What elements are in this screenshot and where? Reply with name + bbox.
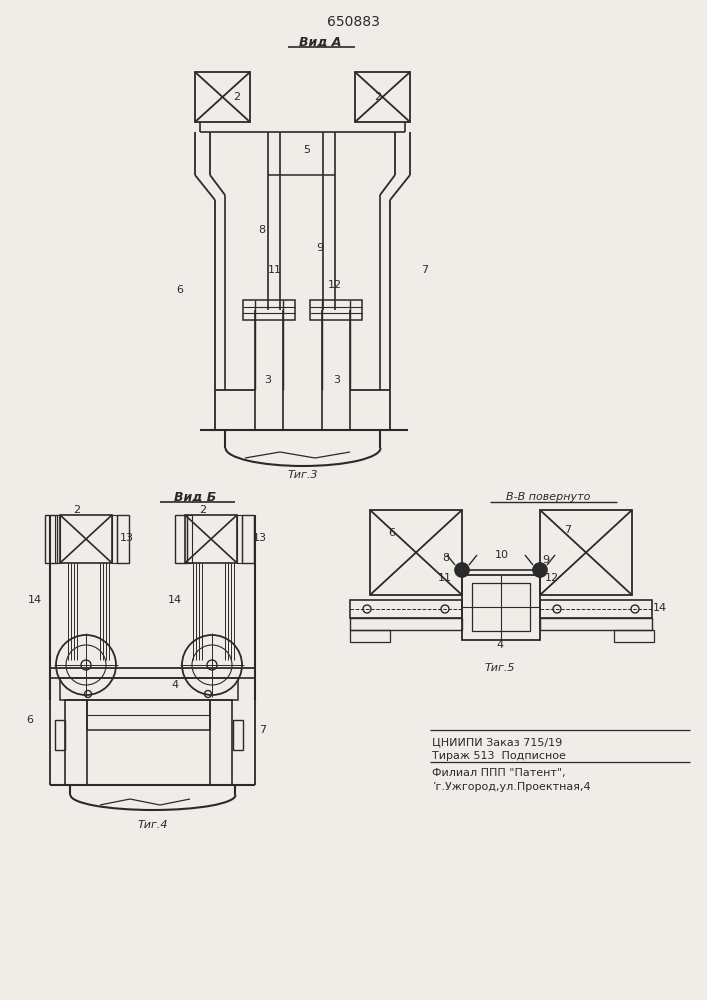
Text: Тираж 513  Подписное: Тираж 513 Подписное [432, 751, 566, 761]
Text: В-В повернуто: В-В повернуто [506, 492, 590, 502]
Bar [350, 630, 390, 642]
Text: 13: 13 [253, 533, 267, 543]
Bar [355, 72, 410, 122]
Text: 8: 8 [443, 553, 450, 563]
Bar [462, 575, 540, 640]
Bar [370, 510, 462, 595]
Text: 12: 12 [328, 280, 342, 290]
Text: 9: 9 [317, 243, 324, 253]
Text: Вид Б: Вид Б [174, 490, 216, 504]
Bar [614, 630, 654, 642]
Bar [187, 515, 192, 563]
Bar [185, 515, 237, 563]
Text: 10: 10 [495, 550, 509, 560]
Bar [243, 300, 295, 320]
Text: 6: 6 [26, 715, 33, 725]
Text: 14: 14 [168, 595, 182, 605]
Bar [60, 678, 238, 700]
Bar [45, 515, 57, 563]
Text: 2: 2 [233, 92, 240, 102]
Text: 14: 14 [28, 595, 42, 605]
Text: 2: 2 [199, 505, 206, 515]
Text: 5: 5 [303, 145, 310, 155]
Bar [540, 618, 652, 630]
Text: 4: 4 [496, 640, 503, 650]
Bar [540, 510, 632, 595]
Bar [350, 618, 462, 630]
Text: 650883: 650883 [327, 15, 380, 29]
Bar [310, 300, 362, 320]
Text: 7: 7 [259, 725, 267, 735]
Text: 14: 14 [653, 603, 667, 613]
Text: Вид А: Вид А [299, 35, 341, 48]
Text: Филиал ППП "Патент",: Филиал ППП "Патент", [432, 768, 566, 778]
Bar [65, 700, 87, 785]
Bar [112, 515, 117, 563]
Circle shape [533, 563, 547, 577]
Text: 13: 13 [120, 533, 134, 543]
Bar [472, 583, 530, 631]
Text: 6: 6 [389, 528, 395, 538]
Text: 7: 7 [421, 265, 428, 275]
Bar [55, 515, 60, 563]
Text: 8: 8 [259, 225, 266, 235]
Circle shape [455, 563, 469, 577]
Bar [233, 720, 243, 750]
Text: 11: 11 [438, 573, 452, 583]
Bar [87, 700, 210, 730]
Text: 2: 2 [74, 505, 81, 515]
Text: 4: 4 [171, 680, 179, 690]
Text: ЦНИИПИ Заказ 715/19: ЦНИИПИ Заказ 715/19 [432, 737, 562, 747]
Text: 12: 12 [545, 573, 559, 583]
Text: 7: 7 [564, 525, 571, 535]
Text: Τиг.3: Τиг.3 [288, 470, 318, 480]
Text: 6: 6 [177, 285, 184, 295]
Bar [237, 515, 242, 563]
Bar [210, 700, 232, 785]
Bar [540, 600, 652, 618]
Text: 3: 3 [334, 375, 341, 385]
Bar [117, 515, 129, 563]
Text: Τиг.5: Τиг.5 [485, 663, 515, 673]
Text: ’г.Ужгород,ул.Проектная,4: ’г.Ужгород,ул.Проектная,4 [432, 782, 590, 792]
Bar [60, 515, 112, 563]
Bar [55, 720, 65, 750]
Bar [175, 515, 187, 563]
Text: 2: 2 [375, 92, 382, 102]
Text: 11: 11 [268, 265, 282, 275]
Text: 9: 9 [542, 555, 549, 565]
Text: Τиг.4: Τиг.4 [138, 820, 168, 830]
Bar [350, 600, 462, 618]
Bar [195, 72, 250, 122]
Text: 3: 3 [264, 375, 271, 385]
Bar [242, 515, 254, 563]
